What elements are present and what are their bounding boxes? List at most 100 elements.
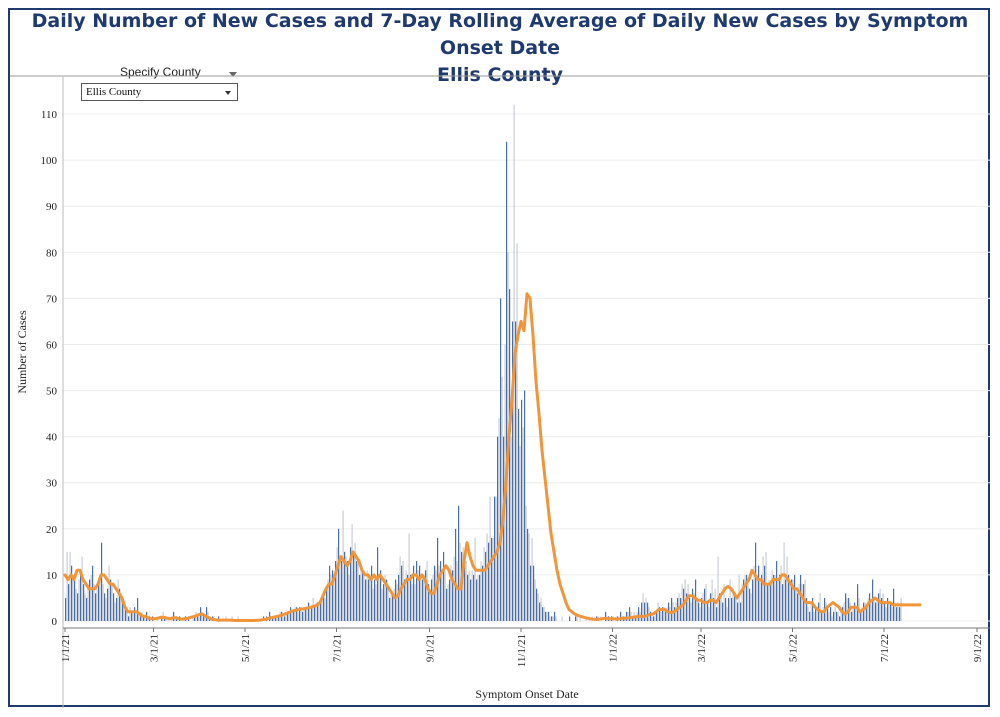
daily-cases-bar bbox=[554, 611, 556, 621]
daily-cases-bar bbox=[659, 607, 661, 621]
daily-cases-bar bbox=[65, 597, 67, 621]
daily-cases-bar bbox=[72, 574, 74, 621]
daily-cases-bar bbox=[422, 579, 424, 621]
daily-cases-bar bbox=[789, 584, 791, 621]
daily-cases-bar bbox=[512, 321, 514, 621]
daily-cases-bar bbox=[312, 597, 314, 621]
daily-cases-bar bbox=[867, 597, 869, 621]
daily-cases-bar bbox=[747, 584, 749, 621]
daily-cases-bar bbox=[801, 584, 803, 621]
daily-cases-bar bbox=[383, 584, 385, 621]
daily-cases-bar bbox=[692, 588, 694, 621]
daily-cases-bar bbox=[138, 611, 140, 621]
daily-cases-bar bbox=[693, 593, 695, 621]
daily-cases-bar bbox=[336, 547, 338, 621]
daily-cases-bar bbox=[350, 547, 352, 621]
daily-cases-bar bbox=[701, 597, 703, 621]
daily-cases-bar bbox=[660, 611, 662, 621]
daily-cases-bar bbox=[533, 565, 535, 621]
daily-cases-bar bbox=[891, 607, 893, 621]
y-tick-label: 70 bbox=[46, 293, 58, 305]
daily-cases-bar bbox=[849, 602, 851, 621]
daily-cases-bar bbox=[386, 579, 388, 621]
daily-cases-bar bbox=[480, 561, 482, 621]
daily-cases-bar bbox=[833, 611, 835, 621]
daily-cases-bar bbox=[354, 542, 356, 621]
daily-cases-bar bbox=[744, 574, 746, 621]
daily-cases-bar bbox=[698, 602, 700, 621]
daily-cases-bar bbox=[827, 607, 829, 621]
daily-cases-bar bbox=[317, 602, 319, 621]
daily-cases-bar bbox=[134, 607, 136, 621]
daily-cases-bar bbox=[201, 611, 203, 621]
daily-cases-bar bbox=[144, 616, 146, 621]
daily-cases-bar bbox=[539, 602, 541, 621]
daily-cases-bar bbox=[297, 611, 299, 621]
daily-cases-bar bbox=[92, 565, 94, 621]
daily-cases-bar bbox=[377, 547, 379, 621]
daily-cases-bar bbox=[441, 574, 443, 621]
daily-cases-bar bbox=[80, 574, 82, 621]
daily-cases-bar bbox=[365, 579, 367, 621]
filter-menu-icon[interactable] bbox=[229, 72, 237, 77]
daily-cases-bar bbox=[398, 574, 400, 621]
y-axis-title: Number of Cases bbox=[15, 310, 29, 394]
daily-cases-bar bbox=[836, 611, 838, 621]
daily-cases-bar bbox=[497, 436, 499, 621]
daily-cases-bar bbox=[605, 611, 607, 621]
daily-cases-bar bbox=[752, 579, 754, 621]
daily-cases-bar bbox=[299, 607, 301, 621]
daily-cases-bar bbox=[293, 611, 295, 621]
x-tick-label: 7/1/21 bbox=[332, 634, 344, 662]
daily-cases-bar bbox=[696, 597, 698, 621]
daily-cases-bar bbox=[450, 565, 452, 621]
daily-cases-bar bbox=[797, 593, 799, 621]
daily-cases-bar bbox=[342, 510, 344, 621]
daily-cases-bar bbox=[335, 561, 337, 621]
daily-cases-bar bbox=[773, 574, 775, 621]
daily-cases-bar bbox=[89, 579, 91, 621]
daily-cases-bar bbox=[830, 607, 832, 621]
daily-cases-bar bbox=[143, 616, 145, 621]
daily-cases-bar bbox=[522, 427, 524, 621]
daily-cases-bar bbox=[320, 602, 322, 621]
daily-cases-bar bbox=[84, 593, 86, 621]
daily-cases-bar bbox=[131, 611, 133, 621]
daily-cases-bar bbox=[125, 607, 127, 621]
daily-cases-bar bbox=[837, 611, 839, 621]
y-tick-label: 10 bbox=[46, 570, 58, 582]
daily-cases-bar bbox=[794, 574, 796, 621]
daily-cases-bar bbox=[716, 607, 718, 621]
y-tick-label: 20 bbox=[46, 524, 58, 536]
x-tick-label: 11/1/21 bbox=[516, 634, 528, 667]
daily-cases-bar bbox=[626, 611, 628, 621]
daily-cases-bar bbox=[375, 584, 377, 621]
daily-cases-bar bbox=[869, 593, 871, 621]
daily-cases-bar bbox=[704, 588, 706, 621]
daily-cases-bar bbox=[407, 574, 409, 621]
daily-cases-bar bbox=[656, 611, 658, 621]
daily-cases-bar bbox=[206, 607, 208, 621]
daily-cases-bar bbox=[690, 602, 692, 621]
daily-cases-bar bbox=[96, 588, 98, 621]
daily-cases-bar bbox=[347, 561, 349, 621]
daily-cases-bar bbox=[488, 542, 490, 621]
daily-cases-bar bbox=[770, 584, 772, 621]
daily-cases-bar bbox=[635, 616, 637, 621]
daily-cases-bar bbox=[828, 611, 830, 621]
daily-cases-bar bbox=[203, 616, 205, 621]
x-tick-label: 5/1/22 bbox=[788, 634, 800, 662]
daily-cases-bar bbox=[278, 616, 280, 621]
daily-cases-bar bbox=[285, 611, 287, 621]
daily-cases-bar bbox=[885, 607, 887, 621]
daily-cases-bar bbox=[327, 579, 329, 621]
daily-cases-bar bbox=[774, 574, 776, 621]
daily-cases-bar bbox=[510, 436, 512, 621]
daily-cases-bar bbox=[449, 579, 451, 621]
daily-cases-bar bbox=[470, 579, 472, 621]
county-select[interactable]: Ellis County bbox=[81, 83, 238, 101]
page-title: Daily Number of New Cases and 7-Day Roll… bbox=[0, 8, 1000, 89]
daily-cases-bar bbox=[296, 607, 298, 621]
y-tick-label: 50 bbox=[46, 386, 58, 398]
daily-cases-bar bbox=[647, 602, 649, 621]
